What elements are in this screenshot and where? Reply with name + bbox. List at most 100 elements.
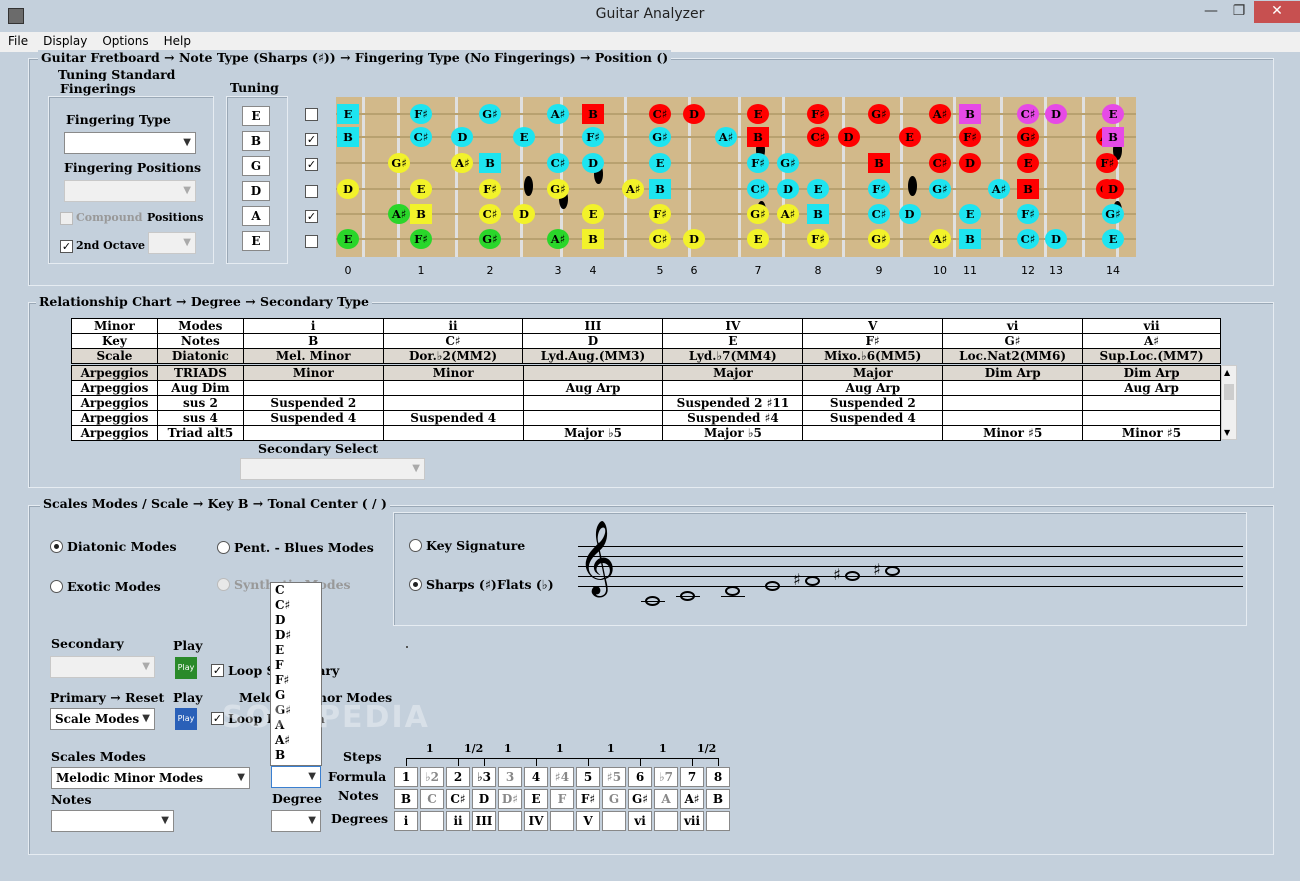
fret-note[interactable]: A♯ [622,179,645,199]
table-cell[interactable]: Dor.♭2(MM2) [382,348,524,364]
fret-note[interactable]: D [777,179,799,199]
degrees-cell[interactable] [498,811,522,831]
fret-note[interactable]: G♯ [479,229,501,249]
fret-note[interactable]: E [582,204,604,224]
table-cell[interactable]: Aug Arp [522,380,664,396]
minimize-button[interactable]: — [1204,3,1218,19]
loop-formula-checkbox[interactable]: ✓ [211,712,224,725]
fret-note[interactable]: B [649,179,671,199]
crumb-note-type[interactable]: Note Type (Sharps (♯)) [179,50,336,65]
fret-note[interactable]: D [1045,104,1067,124]
fret-note[interactable]: A♯ [451,153,474,173]
fret-note[interactable]: E [807,179,829,199]
notes-cell[interactable]: C [420,789,444,809]
table-cell[interactable]: Major ♭5 [662,425,804,441]
degrees-cell[interactable]: vi [628,811,652,831]
table-cell[interactable] [382,380,524,396]
dropdown-option[interactable]: A♯ [275,733,291,747]
fret-note[interactable]: C♯ [649,104,671,124]
table-cell[interactable] [942,395,1084,411]
degrees-cell[interactable]: IV [524,811,548,831]
fret-note[interactable]: F♯ [410,229,432,249]
string-2-checkbox[interactable]: ✓ [305,133,318,146]
table-cell[interactable] [522,410,664,426]
table-cell[interactable]: Diatonic [156,348,244,364]
fret-note[interactable]: B [747,127,769,147]
table-cell[interactable]: Suspended 2 [242,395,384,411]
dropdown-option[interactable]: D [275,613,286,627]
table-cell[interactable]: Minor [71,318,158,334]
fret-note[interactable]: G♯ [868,104,890,124]
table-cell[interactable] [942,380,1084,396]
crumb-degree[interactable]: Degree [190,294,241,309]
fret-note[interactable]: B [479,153,501,173]
string-5-checkbox[interactable]: ✓ [305,210,318,223]
table-cell[interactable]: Arpeggios [71,380,158,396]
fret-note[interactable]: B [868,153,890,173]
table-cell[interactable]: Aug Arp [802,380,944,396]
notes-cell[interactable]: B [706,789,730,809]
fret-note[interactable]: C♯ [747,179,769,199]
degrees-cell[interactable] [706,811,730,831]
table-cell[interactable]: Suspended 4 [242,410,384,426]
fret-note[interactable]: F♯ [649,204,671,224]
menu-help[interactable]: Help [163,34,191,48]
formula-cell[interactable]: ♭7 [654,767,678,787]
table-cell[interactable]: D [522,333,664,349]
table-cell[interactable]: Notes [156,333,244,349]
table-cell[interactable]: TRIADS [156,365,244,381]
fret-note[interactable]: G♯ [777,153,799,173]
formula-cell[interactable]: 8 [706,767,730,787]
table-cell[interactable]: Minor ♯5 [1082,425,1221,441]
sharps-radio[interactable] [409,578,422,591]
fret-note[interactable]: B [582,229,604,249]
table-cell[interactable]: Suspended 2 [802,395,944,411]
scroll-down-icon[interactable]: ▼ [1224,428,1231,437]
close-button[interactable]: ✕ [1254,1,1300,23]
fret-note[interactable]: C♯ [547,153,569,173]
key-signature-radio[interactable] [409,539,422,552]
fret-note[interactable]: D [683,104,705,124]
fret-note[interactable]: C♯ [807,127,829,147]
tuning-string-5[interactable]: A [242,206,270,226]
degrees-cell[interactable] [602,811,626,831]
table-cell[interactable] [242,380,384,396]
fret-note[interactable]: B [959,229,981,249]
fret-note[interactable]: A♯ [388,204,411,224]
fret-note[interactable]: A♯ [777,204,799,224]
table-cell[interactable]: ii [382,318,524,334]
fret-note[interactable]: C♯ [868,204,890,224]
pent-blues-radio[interactable] [217,541,230,554]
fret-note[interactable]: B [337,127,359,147]
key-dropdown-list[interactable]: C C♯ D D♯ E F F♯ G G♯ A A♯ B [270,582,322,766]
compound-checkbox[interactable] [60,212,73,225]
dropdown-option[interactable]: A [275,718,285,732]
table-cell[interactable]: Aug Arp [1082,380,1221,396]
fret-note[interactable]: E [747,229,769,249]
table-cell[interactable]: Loc.Nat2(MM6) [942,348,1084,364]
scales-modes-combo[interactable]: Melodic Minor Modes ▼ [51,767,250,789]
fret-note[interactable]: C♯ [479,204,501,224]
table-cell[interactable]: C♯ [382,333,524,349]
dropdown-option[interactable]: G [275,688,286,702]
fret-note[interactable]: F♯ [747,153,769,173]
degree-combo[interactable]: ▼ [271,810,321,832]
formula-cell[interactable]: 1 [394,767,418,787]
formula-cell[interactable]: 6 [628,767,652,787]
scroll-up-icon[interactable]: ▲ [1224,368,1231,377]
table-cell[interactable]: Minor [382,365,524,381]
fret-note[interactable]: E [1102,104,1124,124]
play-secondary-button[interactable]: Play [175,657,197,679]
table-cell[interactable]: A♯ [1082,333,1221,349]
scale-modes-combo[interactable]: Scale Modes ▼ [50,708,155,730]
fret-note[interactable]: D [683,229,705,249]
fret-note[interactable]: E [337,229,359,249]
secondary-combo[interactable]: ▼ [50,656,155,678]
table-cell[interactable]: V [802,318,944,334]
fret-note[interactable]: G♯ [747,204,769,224]
play-primary-button[interactable]: Play [175,708,197,730]
fret-note[interactable]: F♯ [1017,204,1039,224]
fret-note[interactable]: B [582,104,604,124]
diatonic-modes-radio[interactable] [50,540,63,553]
table-cell[interactable]: Suspended 4 [802,410,944,426]
